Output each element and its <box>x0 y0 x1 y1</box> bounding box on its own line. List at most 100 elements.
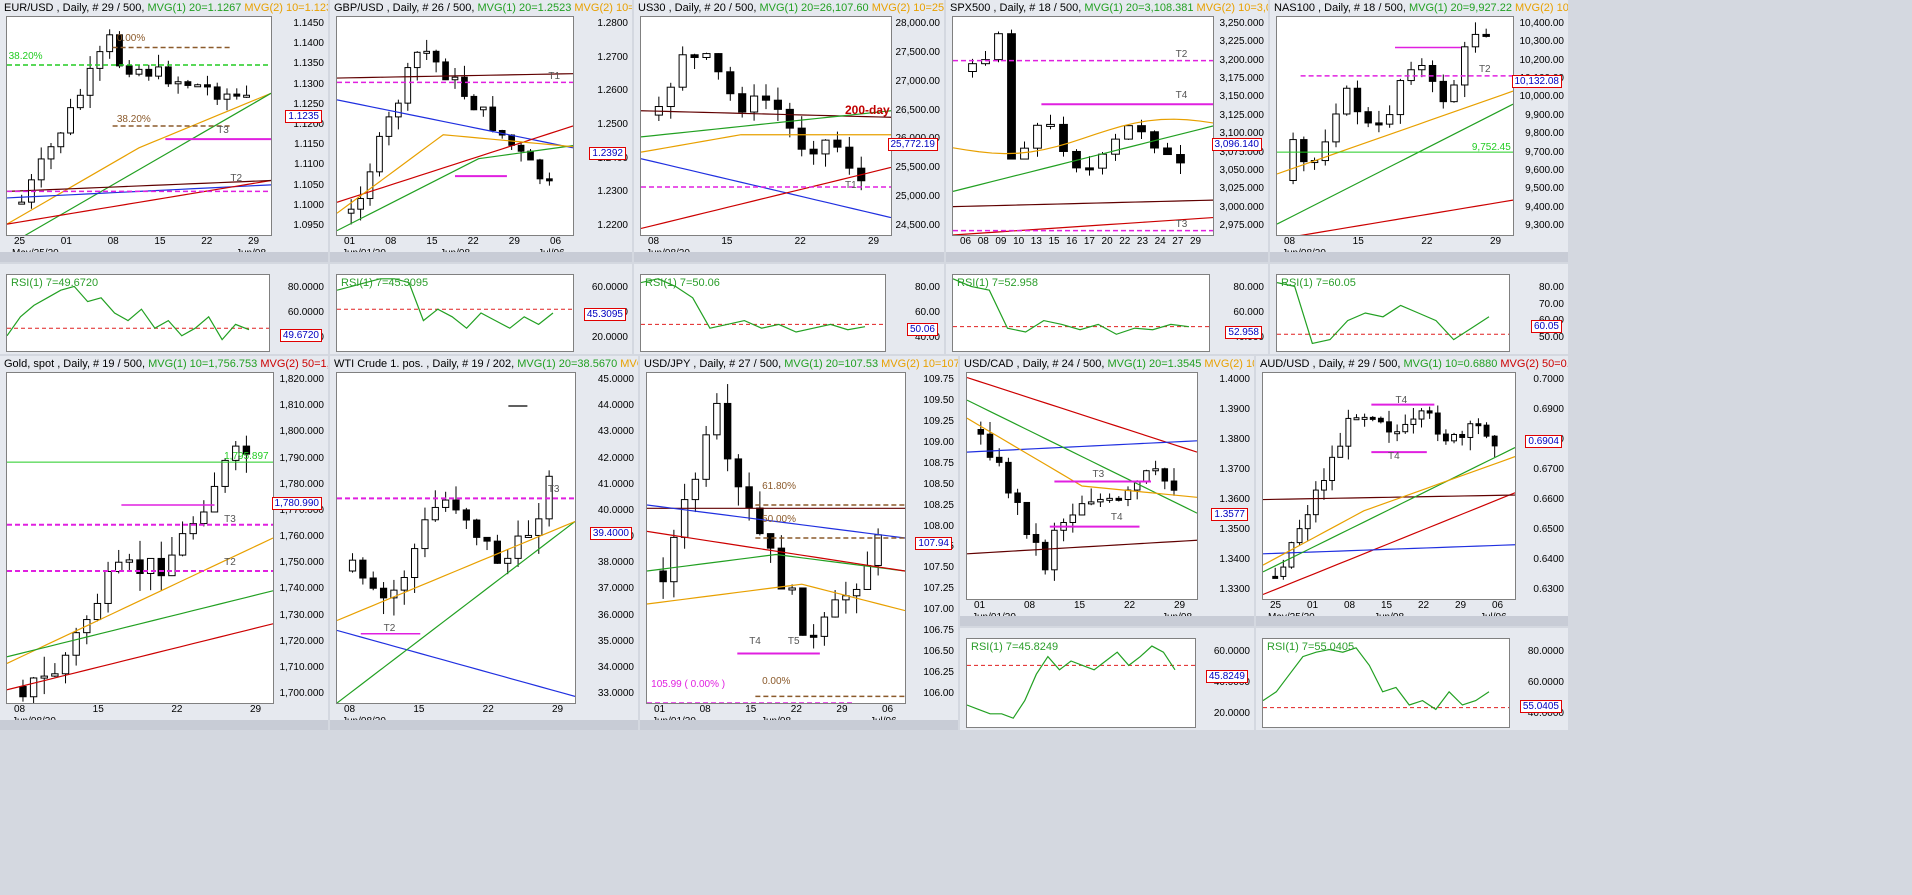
candle-body <box>1170 480 1178 491</box>
chart-panel-gbpusd[interactable]: GBP/USD , Daily, # 26 / 500, MVG(1) 20=1… <box>330 0 632 262</box>
chart-panel-usdcad[interactable]: USD/CAD , Daily, # 24 / 500, MVG(1) 20=1… <box>960 356 1254 626</box>
y-axis-tick: 1.3400 <box>1219 554 1250 565</box>
horizontal-scrollbar[interactable] <box>330 720 638 730</box>
x-axis-tick: 15 <box>154 236 166 247</box>
candle-body <box>1280 566 1287 577</box>
rsi-plot-area: RSI(1) 7=45.8249 <box>966 638 1196 728</box>
chart-title: NAS100 , Daily, # 18 / 500, MVG(1) 20=9,… <box>1270 0 1568 16</box>
mvg1-label: MVG(1) 10=1,756.753 <box>148 358 261 370</box>
rsi-axis-tick: 80.00 <box>1538 282 1564 293</box>
candle-body <box>1402 423 1409 433</box>
rsi-line <box>1263 647 1490 711</box>
candle-body <box>517 144 525 152</box>
chart-panel-wti-crude[interactable]: WTI Crude 1. pos. , Daily, # 19 / 202, M… <box>330 356 638 730</box>
y-axis-tick: 3,225.000 <box>1219 36 1265 48</box>
x-axis-tick: 06 <box>1492 600 1504 611</box>
y-axis-tick: 1.1100 <box>294 159 324 171</box>
x-axis-tick: 22 <box>171 704 183 715</box>
candle-body <box>1482 33 1490 37</box>
y-axis-tick: 106.50 <box>923 646 954 658</box>
x-axis-tick: 15 <box>1048 236 1060 247</box>
y-axis-tick: 1,800.000 <box>279 426 325 438</box>
horizontal-scrollbar[interactable] <box>0 252 328 262</box>
candle-body <box>178 533 187 556</box>
horizontal-scrollbar[interactable] <box>330 252 632 262</box>
candle-body <box>413 51 421 69</box>
x-axis-tick: 01 <box>344 236 356 247</box>
candle-body <box>1289 139 1297 182</box>
candle-body <box>1353 87 1362 113</box>
y-axis-tick: 1.3600 <box>1219 494 1250 505</box>
candle-body <box>442 499 450 508</box>
instrument-label: US30 , Daily, # 20 / 500, <box>638 2 760 14</box>
chart-panel-us30[interactable]: US30 , Daily, # 20 / 500, MVG(1) 20=26,1… <box>634 0 944 262</box>
y-axis-tick: 1.1000 <box>293 199 324 211</box>
instrument-label: NAS100 , Daily, # 18 / 500, <box>1274 2 1409 14</box>
x-axis-tick: 01 <box>1307 600 1319 611</box>
chart-panel-usdjpy[interactable]: USD/JPY , Daily, # 27 / 500, MVG(1) 20=1… <box>640 356 958 730</box>
candle-body <box>1439 80 1447 103</box>
horizontal-scrollbar[interactable] <box>960 616 1254 626</box>
horizontal-scrollbar[interactable] <box>1270 252 1568 262</box>
candle-body <box>1176 154 1185 164</box>
y-axis-tick: 1.1350 <box>293 58 324 70</box>
rsi-axis-tick: 40.00 <box>914 332 940 343</box>
x-axis-tick: 22 <box>1124 600 1136 611</box>
candle-body <box>797 127 806 150</box>
chart-title: US30 , Daily, # 20 / 500, MVG(1) 20=26,1… <box>634 0 944 16</box>
chart-panel-eurusd[interactable]: EUR/USD , Daily, # 29 / 500, MVG(1) 20=1… <box>0 0 328 262</box>
y-axis-tick: 1.3300 <box>1219 584 1250 595</box>
horizontal-scrollbar[interactable] <box>0 720 328 730</box>
current-price-label: 25,772.19 <box>887 138 938 152</box>
rsi-axis-tick: 80.0000 <box>1527 646 1564 657</box>
moving-average-line <box>337 134 573 214</box>
candle-body <box>1337 445 1344 458</box>
rsi-panel-eurusd[interactable]: RSI(1) 7=49.672080.000060.000040.000049.… <box>0 264 328 354</box>
y-axis-tick: 107.00 <box>923 604 954 616</box>
y-axis-tick: 3,175.000 <box>1219 73 1265 85</box>
x-axis-tick: 10 <box>1013 236 1025 247</box>
chart-annotation: T3 <box>217 125 229 136</box>
chart-panel-nas100[interactable]: NAS100 , Daily, # 18 / 500, MVG(1) 20=9,… <box>1270 0 1568 262</box>
candle-body <box>1098 153 1107 169</box>
rsi-panel-audusd[interactable]: RSI(1) 7=55.0405 80.0000 60.0000 40.0000 55.… <box>1256 628 1568 730</box>
moving-average-line <box>1263 544 1515 555</box>
x-axis-tick: 29 <box>248 236 260 247</box>
candle-body <box>1115 497 1123 501</box>
horizontal-scrollbar[interactable] <box>634 252 944 262</box>
candle-body <box>678 54 687 88</box>
y-axis-tick: 106.00 <box>923 688 954 699</box>
rsi-current-label: 45.3095 <box>583 308 626 322</box>
candle-body <box>473 519 481 538</box>
chart-annotation: 1,795.897 <box>224 451 269 463</box>
x-axis-tick: 15 <box>413 704 425 715</box>
horizontal-scrollbar[interactable] <box>946 252 1268 262</box>
instrument-label: USD/CAD , Daily, # 24 / 500, <box>964 358 1108 370</box>
moving-average-line <box>337 145 573 232</box>
rsi-panel-usdcad[interactable]: RSI(1) 7=45.824960.000040.000020.000045.… <box>960 628 1254 730</box>
candle-body <box>535 518 543 536</box>
candle-body <box>1059 123 1068 152</box>
candle-body <box>1272 575 1279 579</box>
horizontal-scrollbar[interactable] <box>640 720 958 730</box>
y-axis-tick: 42.0000 <box>597 452 634 464</box>
chart-panel-gold[interactable]: Gold, spot , Daily, # 19 / 500, MVG(1) 1… <box>0 356 328 730</box>
candle-body <box>1007 33 1016 160</box>
horizontal-scrollbar[interactable] <box>1256 616 1568 626</box>
candle-body <box>67 107 74 134</box>
moving-average-line <box>7 590 273 658</box>
rsi-panel-gbpusd[interactable]: RSI(1) 7=45.309560.000040.000020.000045.… <box>330 264 632 354</box>
rsi-axis-tick: 80.0000 <box>287 282 324 293</box>
rsi-panel-us30[interactable]: RSI(1) 7=50.06 80.00 60.00 40.00 50.06 <box>634 264 944 354</box>
candle-body <box>1152 468 1159 472</box>
candle-body <box>61 654 70 675</box>
x-axis-tick: 29 <box>836 704 848 715</box>
x-axis-tick: 15 <box>1074 600 1086 611</box>
y-axis-tick: 10,300.00 <box>1519 36 1565 48</box>
candle-body <box>200 511 208 525</box>
candle-body <box>852 588 861 597</box>
chart-panel-audusd[interactable]: AUD/USD , Daily, # 29 / 500, MVG(1) 10=0… <box>1256 356 1568 626</box>
chart-panel-spx500[interactable]: SPX500 , Daily, # 18 / 500, MVG(1) 20=3,… <box>946 0 1268 262</box>
